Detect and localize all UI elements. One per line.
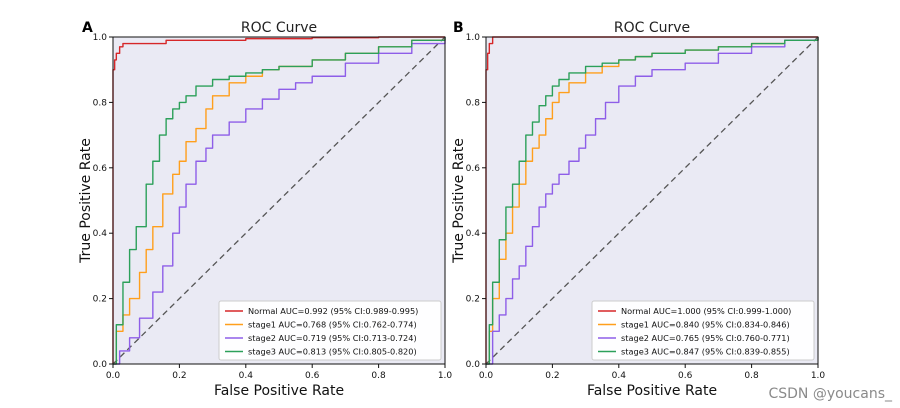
legend: Normal AUC=1.000 (95% CI:0.999-1.000) sta… xyxy=(591,300,815,361)
y-tick-label: 0.8 xyxy=(93,98,108,108)
x-tick-label: 1.0 xyxy=(811,371,826,381)
panel-label: B xyxy=(453,20,464,36)
x-tick-label: 0.0 xyxy=(106,371,121,381)
y-tick-label: 0.4 xyxy=(466,229,481,239)
series-line-stage3 xyxy=(486,37,819,365)
legend-entry-stage2: stage2 AUC=0.719 (95% CI:0.713-0.724) xyxy=(248,333,417,343)
x-tick-label: 1.0 xyxy=(438,371,453,381)
chart-title: ROC Curve xyxy=(614,20,690,36)
y-axis-label: True Positive Rate xyxy=(78,138,94,264)
x-tick-label: 0.2 xyxy=(545,371,559,381)
legend: Normal AUC=0.992 (95% CI:0.989-0.995) sta… xyxy=(218,300,442,361)
series-line-normal xyxy=(112,36,445,364)
y-tick-label: 1.0 xyxy=(466,33,481,43)
series-line-stage2 xyxy=(486,37,819,365)
y-tick-label: 0.6 xyxy=(93,164,108,174)
panel-label: A xyxy=(82,20,93,36)
legend-entry-normal: Normal AUC=1.000 (95% CI:0.999-1.000) xyxy=(621,306,791,316)
diagonal-reference-line xyxy=(112,36,446,365)
legend-entry-stage2: stage2 AUC=0.765 (95% CI:0.760-0.771) xyxy=(621,333,790,343)
legend-box xyxy=(218,300,442,361)
y-tick-label: 0.4 xyxy=(93,229,108,239)
legend-box xyxy=(591,300,815,361)
x-tick-label: 0.6 xyxy=(678,371,693,381)
y-tick-label: 1.0 xyxy=(93,33,108,43)
panel-a: ROC Curve A 0.0 0.2 0.4 0.6 0.8 1.0 0.0 0.2 0.4 0.6… xyxy=(78,20,452,399)
legend-entry-stage1: stage1 AUC=0.768 (95% CI:0.762-0.774) xyxy=(248,320,417,330)
x-tick-label: 0.2 xyxy=(172,371,186,381)
x-tick-label: 0.6 xyxy=(305,371,320,381)
chart-title: ROC Curve xyxy=(241,20,317,36)
x-tick-label: 0.4 xyxy=(239,371,254,381)
diagonal-reference-line xyxy=(485,36,819,365)
legend-entry-stage1: stage1 AUC=0.840 (95% CI:0.834-0.846) xyxy=(621,320,790,330)
axes-frame xyxy=(112,36,446,365)
x-axis-label: False Positive Rate xyxy=(587,383,717,399)
watermark: CSDN @youcans_ xyxy=(768,386,892,402)
series-line-normal xyxy=(485,36,818,364)
legend-entry-stage3: stage3 AUC=0.813 (95% CI:0.805-0.820) xyxy=(248,347,417,357)
x-axis-label: False Positive Rate xyxy=(214,383,344,399)
x-tick-label: 0.8 xyxy=(371,371,386,381)
legend-entry-normal: Normal AUC=0.992 (95% CI:0.989-0.995) xyxy=(248,306,418,316)
legend-entry-stage3: stage3 AUC=0.847 (95% CI:0.839-0.855) xyxy=(621,347,790,357)
y-tick-label: 0.6 xyxy=(466,164,481,174)
y-tick-label: 0.2 xyxy=(93,295,107,305)
series-line-stage2 xyxy=(113,37,446,365)
y-tick-label: 0.8 xyxy=(466,98,481,108)
y-tick-label: 0.0 xyxy=(466,360,481,370)
axes-frame xyxy=(485,36,819,365)
x-tick-label: 0.0 xyxy=(479,371,494,381)
x-tick-label: 0.8 xyxy=(744,371,759,381)
y-tick-label: 0.0 xyxy=(93,360,108,370)
y-tick-label: 0.2 xyxy=(466,295,480,305)
x-tick-label: 0.4 xyxy=(612,371,627,381)
y-axis-label: True Positive Rate xyxy=(451,138,467,264)
series-line-stage3 xyxy=(113,37,446,365)
panel-b: ROC Curve B 0.0 0.2 0.4 0.6 0.8 1.0 0.0 0.2 0.4 0.6… xyxy=(451,20,825,399)
